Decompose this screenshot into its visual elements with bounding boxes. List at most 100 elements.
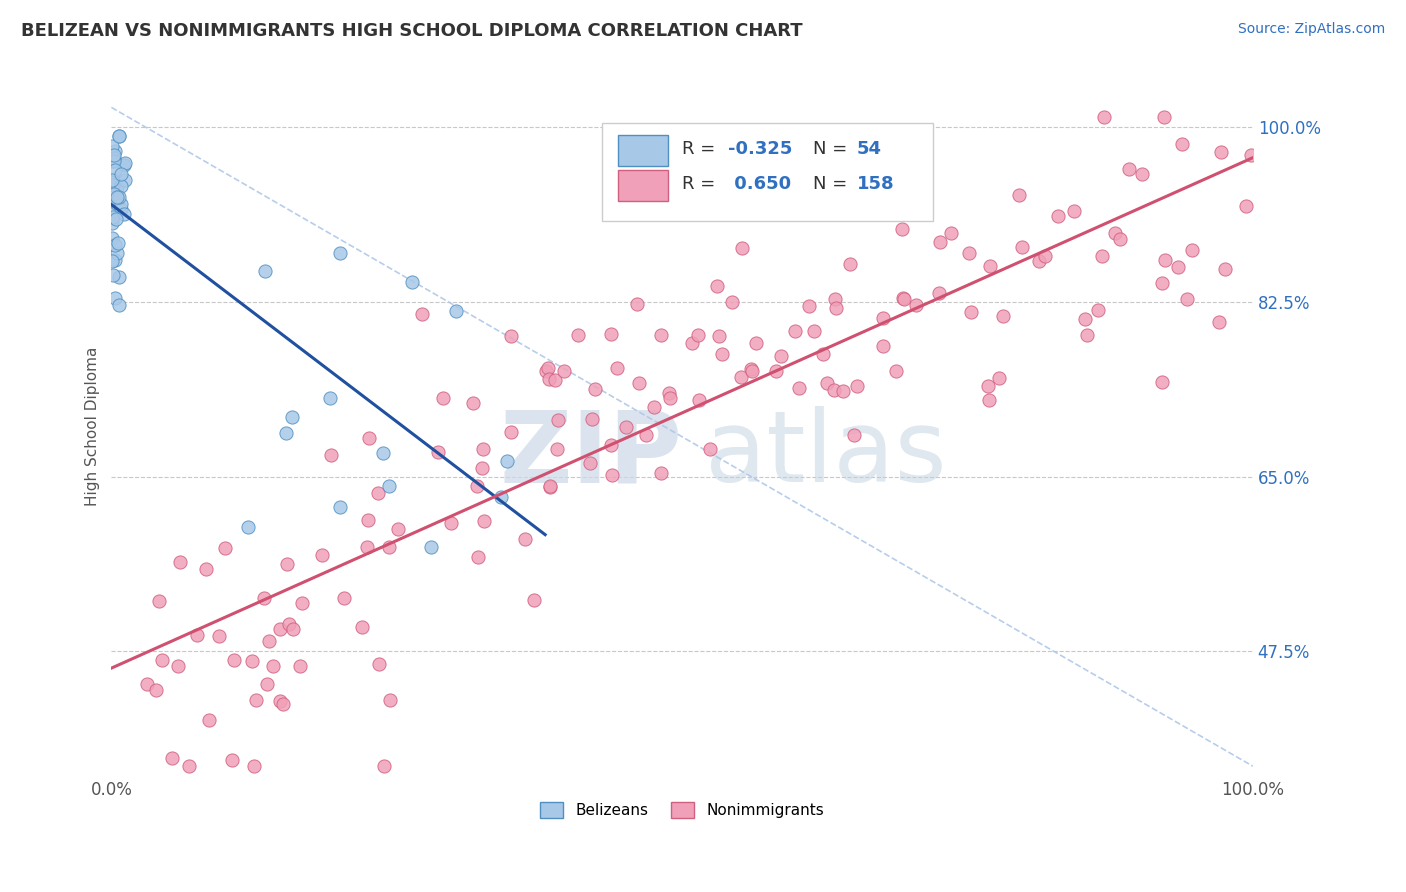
Point [600,326,623,341]
Point [222,653,245,667]
Point [499,329,522,343]
Point [105,190,128,204]
Point [357,513,380,527]
Point [378,692,401,706]
Point [976,378,998,392]
Point [939,227,962,241]
Point [101,178,124,192]
Point [197,714,219,728]
Point [1209,145,1232,160]
Point [194,562,217,576]
Point [1240,148,1263,162]
Legend: Belizeans, Nonimmigrants: Belizeans, Nonimmigrants [534,797,830,824]
Point [461,396,484,410]
Text: R =: R = [682,176,721,194]
Point [350,620,373,634]
Point [1076,327,1098,342]
Point [471,442,494,457]
Point [643,401,665,415]
Point [842,428,865,442]
Point [815,376,838,391]
Y-axis label: High School Diploma: High School Diploma [86,347,100,507]
Point [1118,162,1140,177]
Point [104,163,127,178]
Point [373,759,395,773]
Point [356,540,378,554]
Point [420,540,443,554]
Point [243,759,266,773]
Point [699,442,721,457]
Point [1181,244,1204,258]
Point [769,349,792,363]
Point [538,479,561,493]
Point [269,694,291,708]
Point [291,597,314,611]
Point [101,139,124,153]
Point [471,461,494,475]
Point [1092,111,1115,125]
Point [787,381,810,395]
Point [357,431,380,445]
Point [253,264,276,278]
Point [103,151,125,165]
Point [259,634,281,648]
Point [891,291,914,305]
Point [288,659,311,673]
Point [103,187,125,202]
Point [872,311,894,326]
Text: R =: R = [682,140,721,159]
Point [332,591,354,606]
Point [1130,167,1153,181]
Point [214,541,236,556]
Point [1167,260,1189,274]
Point [537,361,560,376]
Point [169,555,191,569]
Point [553,363,575,377]
Point [319,448,342,462]
Point [367,486,389,500]
Point [807,190,830,204]
Text: BELIZEAN VS NONIMMIGRANTS HIGH SCHOOL DIPLOMA CORRELATION CHART: BELIZEAN VS NONIMMIGRANTS HIGH SCHOOL DI… [21,22,803,40]
Point [1008,188,1031,202]
Point [110,196,132,211]
Point [274,425,297,440]
Point [256,676,278,690]
Point [104,201,127,215]
Point [599,438,621,452]
Point [499,425,522,440]
Point [1150,277,1173,291]
Point [253,591,276,606]
Point [104,238,127,252]
Point [238,519,260,533]
Point [136,677,159,691]
Point [104,195,127,210]
Point [311,548,333,562]
Point [1011,239,1033,253]
Point [319,391,342,405]
Point [1104,226,1126,240]
Point [544,373,567,387]
Point [103,145,125,159]
Point [546,442,568,457]
Point [472,514,495,528]
Text: Source: ZipAtlas.com: Source: ZipAtlas.com [1237,22,1385,37]
Point [928,285,950,300]
Point [1177,292,1199,306]
Point [1150,376,1173,390]
Point [108,270,131,285]
Point [467,549,489,564]
Point [110,167,132,181]
Point [105,245,128,260]
Point [101,230,124,244]
Point [101,210,124,224]
Point [803,324,825,338]
Point [432,391,454,405]
Text: 0.650: 0.650 [728,176,792,194]
Point [108,298,131,312]
Point [1091,249,1114,263]
Point [160,751,183,765]
Point [100,216,122,230]
Point [167,659,190,673]
Point [104,291,127,305]
Point [1063,203,1085,218]
